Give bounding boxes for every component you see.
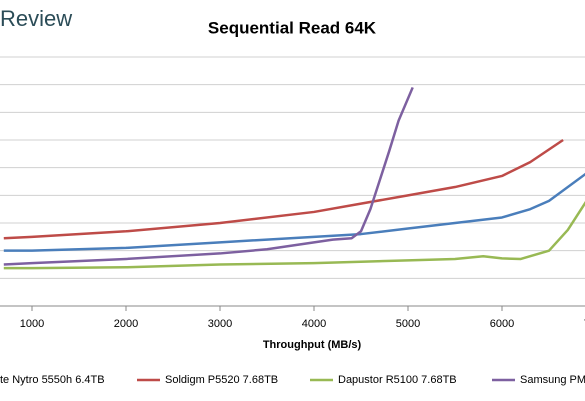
series-line xyxy=(3,138,564,240)
x-tick-label: 4000 xyxy=(302,318,326,330)
x-tick-label: 2000 xyxy=(114,318,138,330)
series-line xyxy=(3,86,414,266)
logo: Review xyxy=(0,6,72,31)
legend-label: Dapustor R5100 7.68TB xyxy=(338,374,457,386)
x-tick-label: 5000 xyxy=(396,318,420,330)
legend-label: te Nytro 5550h 6.4TB xyxy=(0,374,105,386)
chart-title: Sequential Read 64K xyxy=(208,18,377,37)
x-tick-label: 1000 xyxy=(20,318,44,330)
series-line xyxy=(3,172,585,252)
series-line xyxy=(3,201,585,270)
x-axis-label: Throughput (MB/s) xyxy=(263,339,362,351)
x-tick-label: 3000 xyxy=(208,318,232,330)
x-tick-label: 7000 xyxy=(584,318,585,330)
x-tick-label: 6000 xyxy=(490,318,514,330)
legend-label: Samsung PM xyxy=(520,374,585,386)
legend-label: Soldigm P5520 7.68TB xyxy=(165,374,278,386)
